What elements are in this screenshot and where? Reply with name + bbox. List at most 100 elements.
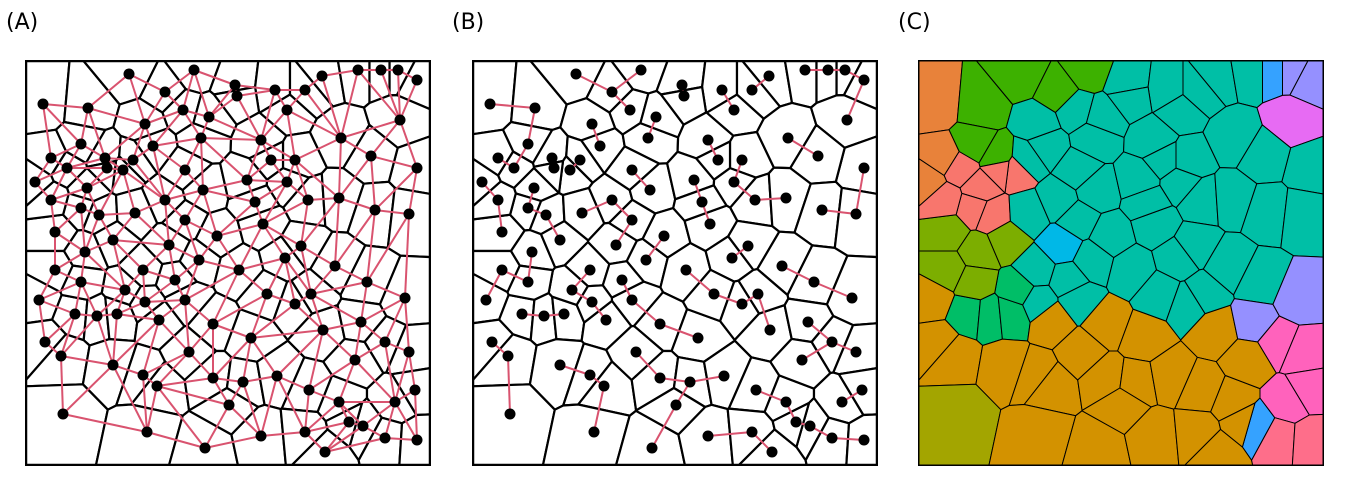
voronoi-panel-a <box>25 60 431 466</box>
site-point <box>486 336 498 348</box>
delaunay-edge <box>158 319 190 353</box>
delaunay-edge <box>284 257 312 295</box>
delaunay-edge <box>34 167 68 183</box>
site-point <box>107 359 119 371</box>
delaunay-edge <box>62 364 114 415</box>
delaunay-edge <box>87 107 106 159</box>
site-point <box>265 154 277 166</box>
site-point <box>197 184 209 196</box>
voronoi-cell <box>1054 199 1102 242</box>
site-point <box>640 254 652 266</box>
site-point <box>317 324 329 336</box>
site-point <box>526 246 538 258</box>
site-point <box>790 416 802 428</box>
site-point <box>750 384 762 396</box>
site-point <box>333 192 345 204</box>
site-point <box>75 276 87 288</box>
site-point <box>139 118 151 130</box>
site-point <box>766 446 778 458</box>
site-point <box>826 432 838 444</box>
delaunay-edge <box>152 145 186 171</box>
delaunay-edge <box>193 69 210 118</box>
delaunay-edge <box>128 73 146 125</box>
voronoi-cell <box>1184 268 1235 315</box>
site-point <box>846 292 858 304</box>
delaunay-edge <box>262 223 302 247</box>
site-point <box>75 138 87 150</box>
delaunay-edge <box>362 401 396 427</box>
site-point <box>361 276 373 288</box>
site-point <box>289 154 301 166</box>
site-point <box>357 420 369 432</box>
site-point <box>101 162 113 174</box>
site-point <box>129 207 141 219</box>
delaunay-edge <box>374 209 410 215</box>
site-point <box>299 426 311 438</box>
delaunay-edge <box>144 109 184 125</box>
delaunay-edge <box>84 251 126 291</box>
site-point <box>598 380 610 392</box>
delaunay-edge <box>164 189 204 201</box>
site-point <box>822 64 834 76</box>
delaunay-edge <box>156 351 190 387</box>
site-point <box>554 234 566 246</box>
delaunay-edge <box>86 169 124 189</box>
site-point <box>379 336 391 348</box>
site-point <box>836 396 848 408</box>
delaunay-edge <box>380 69 401 121</box>
panel-frame <box>918 60 1324 466</box>
site-point <box>570 68 582 80</box>
site-point <box>183 346 195 358</box>
delaunay-edge <box>188 323 214 353</box>
delaunay-edge <box>112 239 144 271</box>
site-point <box>584 264 596 276</box>
delaunay-edge <box>202 189 256 203</box>
delaunay-edge <box>286 109 342 139</box>
delaunay-edge <box>414 389 418 441</box>
site-point <box>139 296 151 308</box>
site-point <box>233 264 245 276</box>
voronoi-panel-b <box>472 60 878 466</box>
delaunay-edge <box>334 265 368 283</box>
site-point <box>540 209 552 221</box>
delaunay-edge <box>236 95 262 141</box>
site-point <box>355 316 367 328</box>
delaunay-edge <box>404 297 410 353</box>
delaunay-edge <box>246 139 262 181</box>
site-point <box>646 442 658 454</box>
site-point <box>728 176 740 188</box>
site-point <box>365 150 377 162</box>
nearest-neighbour-edge <box>507 355 511 415</box>
delaunay-edge <box>112 319 160 366</box>
delaunay-edge <box>98 212 136 216</box>
delaunay-edge <box>324 437 386 453</box>
nearest-neighbour-edge <box>689 375 725 383</box>
delaunay-edge <box>38 299 46 343</box>
site-point <box>736 298 748 310</box>
delaunay-edge <box>122 169 166 201</box>
delaunay-edge <box>142 269 176 281</box>
delaunay-edge <box>246 179 288 183</box>
site-point <box>496 264 508 276</box>
site-point <box>558 308 570 320</box>
delaunay-edge <box>284 257 296 305</box>
site-point <box>696 196 708 208</box>
delaunay-edge <box>80 207 86 253</box>
site-point <box>179 214 191 226</box>
site-point <box>658 230 670 242</box>
nearest-neighbour-edge <box>631 299 661 325</box>
site-point <box>75 202 87 214</box>
site-point <box>299 84 311 96</box>
delaunay-edge <box>262 181 288 225</box>
delaunay-edge <box>208 95 238 118</box>
voronoi-cell <box>918 180 963 220</box>
site-point <box>93 209 105 221</box>
site-point <box>177 104 189 116</box>
site-point <box>305 288 317 300</box>
delaunay-edge <box>216 201 256 237</box>
delaunay-edge <box>408 167 418 215</box>
delaunay-edge <box>202 189 218 237</box>
delaunay-edge <box>238 269 268 295</box>
delaunay-edge <box>262 223 286 259</box>
delaunay-edge <box>142 244 170 271</box>
